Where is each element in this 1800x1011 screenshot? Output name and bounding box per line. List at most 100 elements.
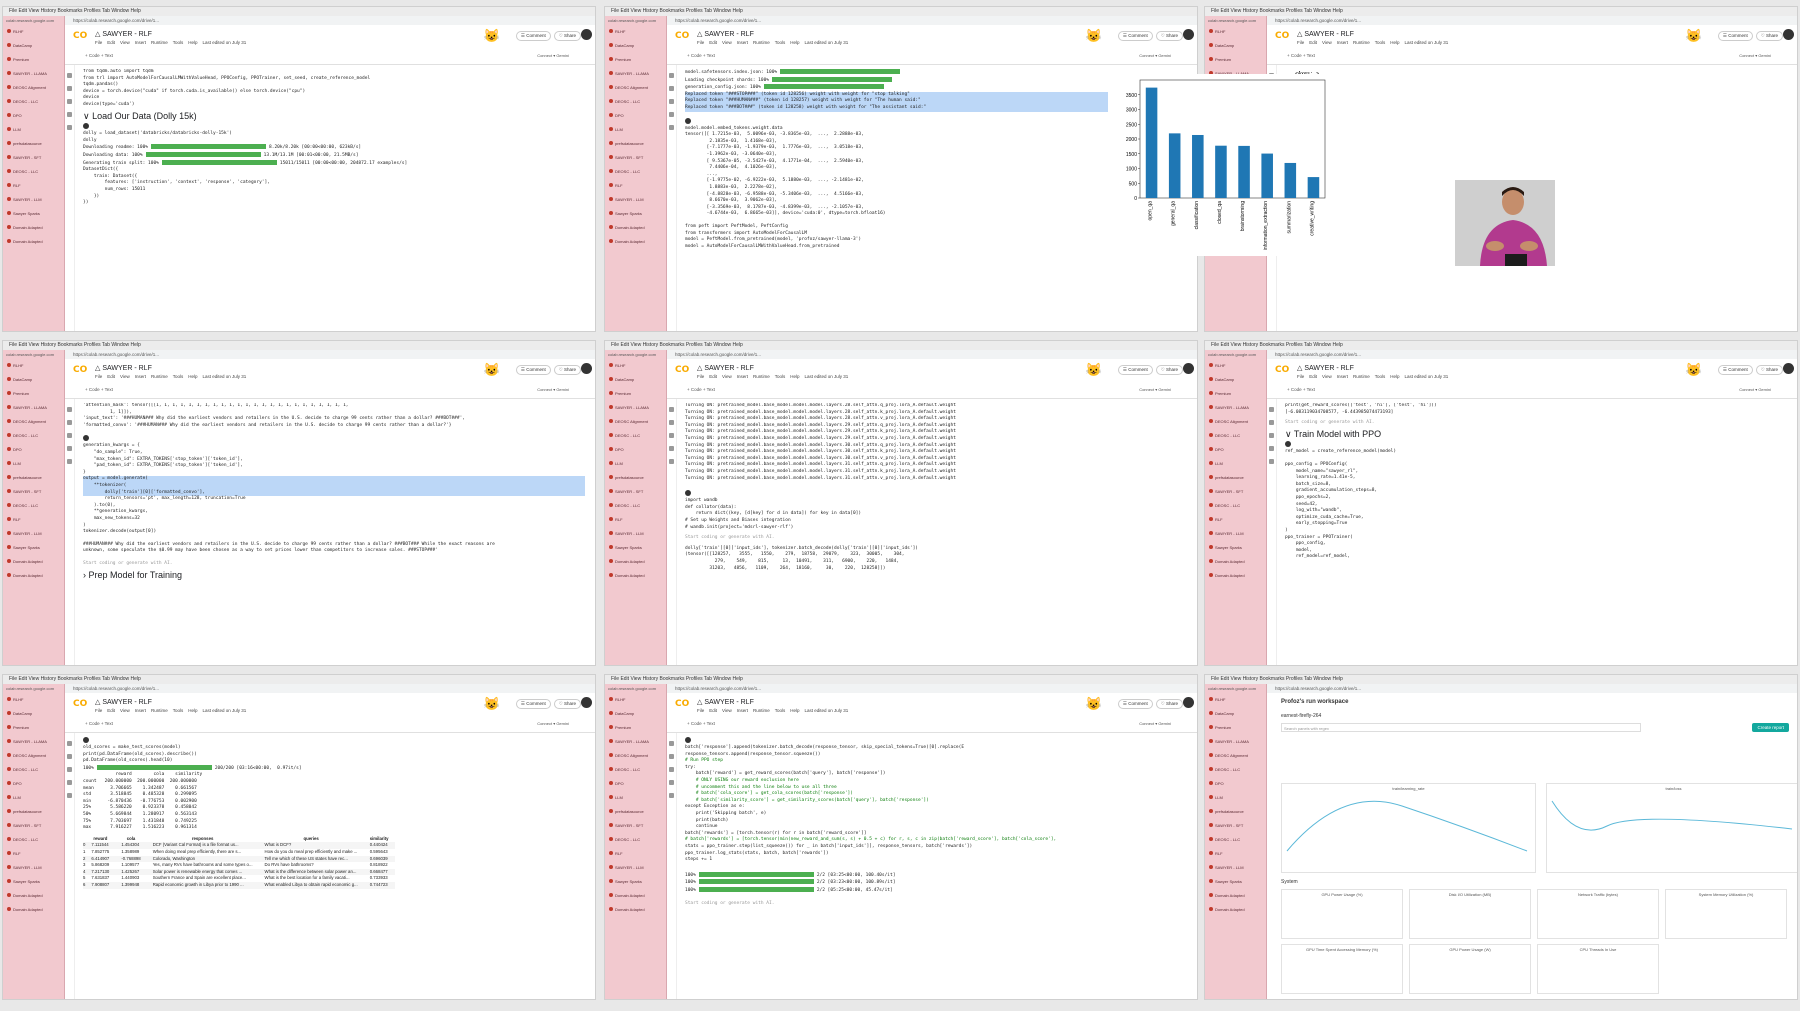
code-cell[interactable]: import wandb def collator(data): return d… [685, 490, 1187, 531]
sidebar-tab[interactable]: DPO [3, 778, 64, 792]
wandb-system-chart[interactable]: System Memory Utilization (%) [1665, 889, 1787, 939]
sidebar-tab[interactable]: SAWYER - LLM [605, 194, 666, 208]
sidebar-tab[interactable]: DEOSC - LLC [605, 764, 666, 778]
sidebar-tab[interactable]: SAWYER - SFT [605, 820, 666, 834]
sidebar-tab[interactable]: DEOSC Alignment [605, 82, 666, 96]
sidebar-tab[interactable]: prefsdatasource [3, 472, 64, 486]
add-cell-buttons[interactable]: + Code + Text [687, 387, 715, 392]
wandb-system-chart[interactable]: CPU Threads In Use [1537, 944, 1659, 994]
sidebar-tab[interactable]: DataCamp [605, 40, 666, 54]
sidebar-tab[interactable]: Sawyer Sparks [605, 542, 666, 556]
sidebar-tab[interactable]: DPO [3, 444, 64, 458]
add-cell-buttons[interactable]: + Code + Text [1287, 387, 1315, 392]
sidebar-tab[interactable]: RLF [605, 514, 666, 528]
sidebar-tab[interactable]: SAWYER - LLAMA [605, 402, 666, 416]
menu-item[interactable]: File [697, 708, 705, 713]
share-button[interactable]: ♡ Share [1155, 365, 1183, 375]
sidebar-tab[interactable]: SAWYER - SFT [605, 486, 666, 500]
sidebar-tab[interactable]: DEOSC - LLC [3, 430, 64, 444]
key-icon[interactable] [1269, 446, 1274, 451]
folder-icon[interactable] [67, 125, 72, 130]
last-edited[interactable]: Last edited on July 31 [202, 708, 247, 713]
sidebar-tab[interactable]: DPO [3, 110, 64, 124]
sidebar-tab[interactable]: SAWYER - SFT [1205, 486, 1266, 500]
sidebar-tab[interactable]: SAWYER - LLAMA [605, 68, 666, 82]
code-cell[interactable]: ref_model = create_reference_model(model… [1285, 441, 1787, 456]
menu-item[interactable]: Edit [1309, 40, 1318, 45]
empty-cell-placeholder[interactable]: Start coding or generate with AI. [685, 900, 775, 906]
create-report-button[interactable]: Create report [1752, 723, 1789, 732]
runtime-connect[interactable]: Connect ▾ Gemini [1739, 387, 1771, 392]
search-icon[interactable] [669, 754, 674, 759]
sidebar-tab[interactable]: Sawyer Sparks [605, 876, 666, 890]
runtime-connect[interactable]: Connect ▾ Gemini [1139, 387, 1171, 392]
avatar[interactable] [1783, 29, 1794, 40]
variables-icon[interactable] [67, 99, 72, 104]
avatar[interactable] [1183, 363, 1194, 374]
menu-item[interactable]: Edit [709, 374, 718, 379]
wandb-system-chart[interactable]: GPU Time Spent Accessing Memory (%) [1281, 944, 1403, 994]
sidebar-tab[interactable]: prefsdatasource [605, 472, 666, 486]
sidebar-tab[interactable]: DPO [605, 778, 666, 792]
sidebar-tab[interactable]: Domain Adapted [3, 222, 64, 236]
sidebar-tab[interactable]: DEOSC - LLC [605, 834, 666, 848]
menu-item[interactable]: Edit [107, 708, 116, 713]
menu-item[interactable]: Help [188, 708, 198, 713]
runtime-connect[interactable]: Connect ▾ Gemini [1139, 721, 1171, 726]
add-cell-buttons[interactable]: + Code + Text [85, 387, 113, 392]
variables-icon[interactable] [67, 433, 72, 438]
sidebar-tab[interactable]: SAWYER - SFT [605, 152, 666, 166]
sidebar-tab[interactable]: DEOSC - LLC [605, 96, 666, 110]
menu-item[interactable]: Tools [1374, 40, 1386, 45]
sidebar-tab[interactable]: SAWYER - LLM [1205, 528, 1266, 542]
toc-icon[interactable] [67, 407, 72, 412]
code-cell[interactable]: batch['response'].append(tokenizer.batch… [685, 737, 1187, 864]
sidebar-tab[interactable]: RLF [605, 180, 666, 194]
last-edited[interactable]: Last edited on July 31 [202, 40, 247, 45]
menu-item[interactable]: Insert [1336, 40, 1348, 45]
menu-item[interactable]: File [1297, 40, 1305, 45]
sidebar-tab[interactable]: DEOSC Alignment [3, 82, 64, 96]
menu-item[interactable]: Insert [736, 374, 748, 379]
sidebar-tab[interactable]: DEOSC Alignment [3, 416, 64, 430]
avatar[interactable] [1183, 29, 1194, 40]
sidebar-tab[interactable]: DataCamp [3, 374, 64, 388]
sidebar-tab[interactable]: Domain Adapted [3, 236, 64, 250]
sidebar-tab[interactable]: Sawyer Sparks [3, 876, 64, 890]
sidebar-tab[interactable]: Premium [1205, 388, 1266, 402]
sidebar-tab[interactable]: RLHF [605, 694, 666, 708]
run-cell-icon[interactable] [685, 490, 691, 497]
menu-item[interactable]: Help [188, 40, 198, 45]
wandb-system-chart[interactable]: Disk I/O Utilization (MB) [1409, 889, 1531, 939]
code-cell[interactable]: dolly = load_dataset('databricks/databri… [83, 123, 585, 144]
sidebar-tab[interactable]: prefsdatasource [3, 806, 64, 820]
sidebar-tab[interactable]: DPO [1205, 444, 1266, 458]
menu-item[interactable]: Tools [172, 708, 184, 713]
sidebar-tab[interactable]: LLM [3, 458, 64, 472]
sidebar-tab[interactable]: Domain Adapted [605, 556, 666, 570]
sidebar-tab[interactable]: Premium [3, 388, 64, 402]
sidebar-tab[interactable]: DEOSC - LLC [605, 500, 666, 514]
sidebar-tab[interactable]: DPO [605, 444, 666, 458]
sidebar-tab[interactable]: DEOSC - LLC [1205, 834, 1266, 848]
sidebar-tab[interactable]: LLM [605, 792, 666, 806]
sidebar-tab[interactable]: DEOSC - LLC [3, 834, 64, 848]
avatar[interactable] [581, 363, 592, 374]
comment-button[interactable]: ☰ Comment [1717, 31, 1753, 41]
run-cell-icon[interactable] [83, 435, 89, 442]
key-icon[interactable] [67, 780, 72, 785]
address-bar[interactable]: https://colab.research.google.com/drive/… [1267, 16, 1797, 25]
sidebar-tab[interactable]: RLHF [1205, 360, 1266, 374]
sidebar-tab[interactable]: Domain Adapted [605, 904, 666, 918]
sidebar-tab[interactable]: SAWYER - LLM [1205, 862, 1266, 876]
sidebar-tab[interactable]: Domain Adapted [1205, 556, 1266, 570]
menu-item[interactable]: Help [1390, 374, 1400, 379]
last-edited[interactable]: Last edited on July 31 [804, 374, 849, 379]
last-edited[interactable]: Last edited on July 31 [804, 708, 849, 713]
address-bar[interactable]: https://colab.research.google.com/drive/… [1267, 684, 1797, 693]
folder-icon[interactable] [67, 793, 72, 798]
run-cell-icon[interactable] [685, 737, 691, 743]
menu-item[interactable]: Insert [134, 40, 146, 45]
sidebar-tab[interactable]: DEOSC - LLC [1205, 764, 1266, 778]
notebook-title[interactable]: △ SAWYER - RLF [95, 699, 152, 706]
